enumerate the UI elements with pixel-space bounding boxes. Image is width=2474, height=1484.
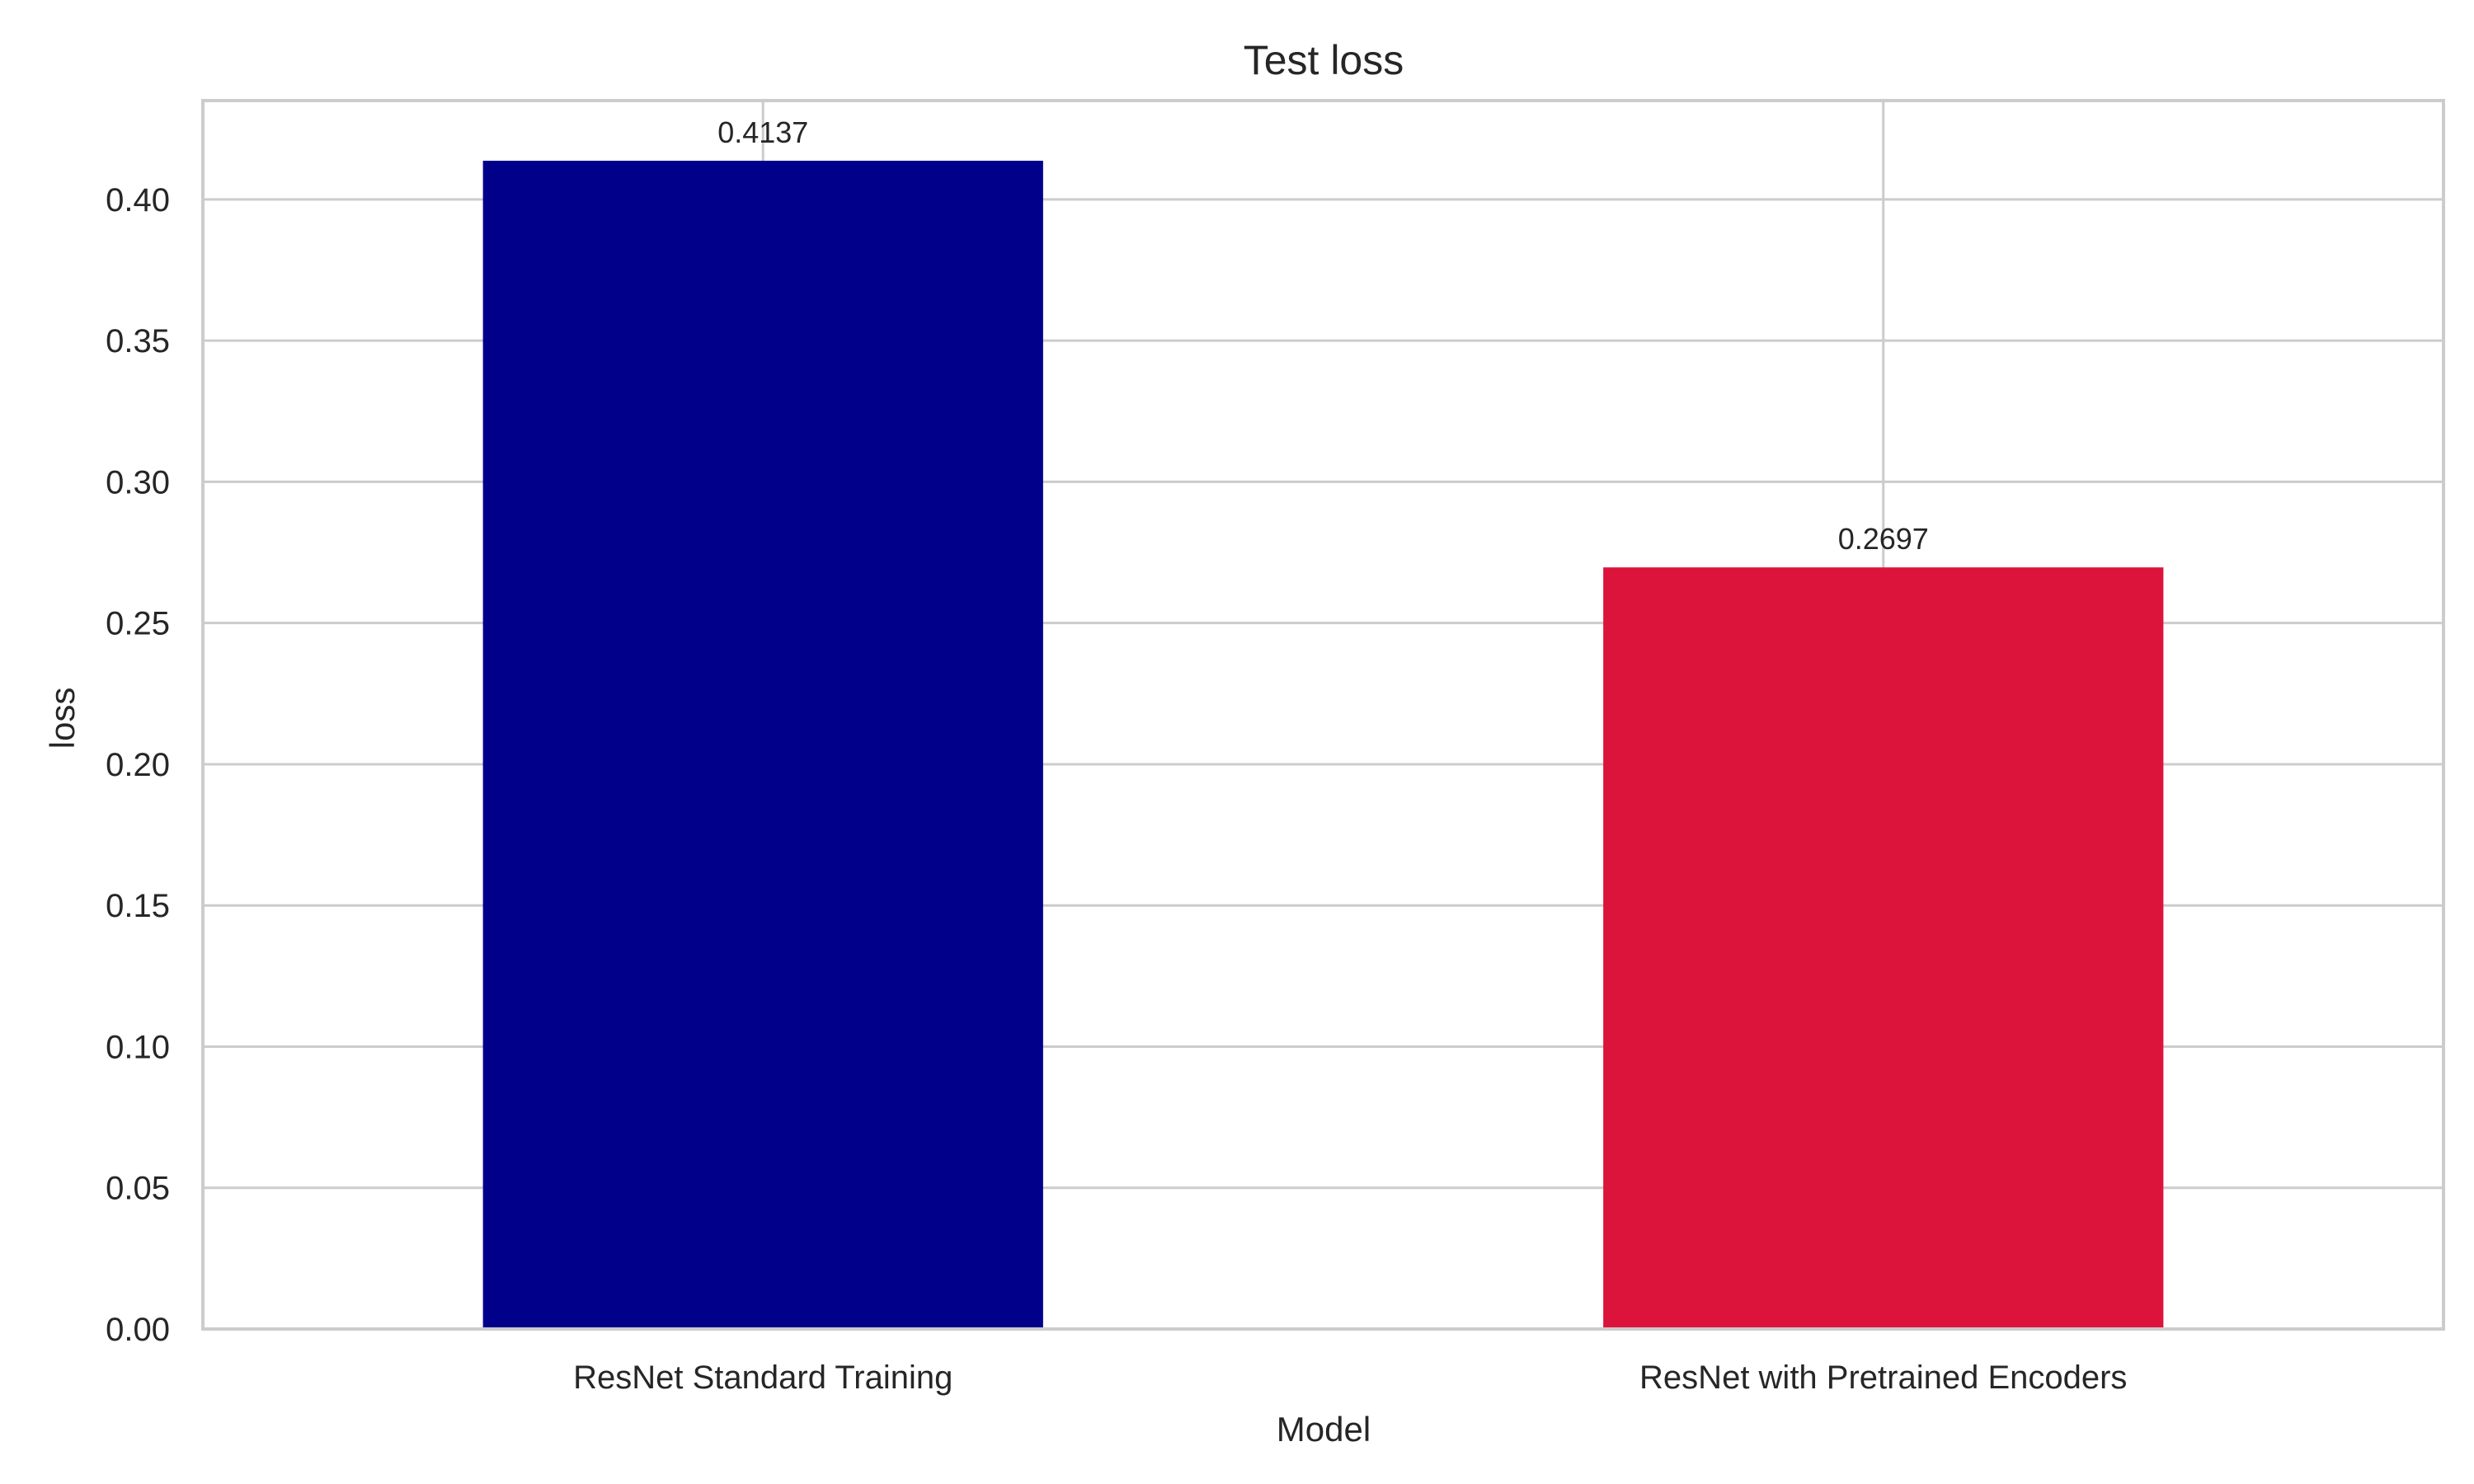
bar-2	[1603, 567, 2164, 1329]
bar-layer	[482, 160, 2164, 1329]
y-tick-labels: 0.00 0.05 0.10 0.15 0.20 0.25 0.30 0.35 0.40	[106, 182, 170, 1348]
y-tick-label: 0.35	[106, 323, 170, 359]
x-tick-label: ResNet with Pretrained Encoders	[1639, 1360, 2127, 1396]
bar-1	[482, 160, 1043, 1329]
y-tick-label: 0.10	[106, 1029, 170, 1065]
y-axis-label: loss	[43, 688, 82, 749]
data-labels: 0.4137 0.2697	[717, 115, 1929, 556]
y-tick-label: 0.05	[106, 1171, 170, 1207]
y-tick-label: 0.40	[106, 182, 170, 218]
y-tick-label: 0.25	[106, 606, 170, 642]
plot-frame	[201, 99, 2445, 1331]
bar-value-label: 0.2697	[1838, 522, 1929, 556]
x-axis-label: Model	[1277, 1410, 1371, 1449]
y-tick-label: 0.30	[106, 464, 170, 500]
x-tick-label: ResNet Standard Training	[573, 1360, 952, 1396]
y-tick-label: 0.00	[106, 1312, 170, 1348]
y-tick-label: 0.20	[106, 747, 170, 783]
y-tick-label: 0.15	[106, 888, 170, 924]
chart-title: Test loss	[1244, 37, 1404, 83]
x-tick-labels: ResNet Standard Training ResNet with Pret…	[573, 1360, 2127, 1396]
bar-value-label: 0.4137	[717, 115, 808, 149]
